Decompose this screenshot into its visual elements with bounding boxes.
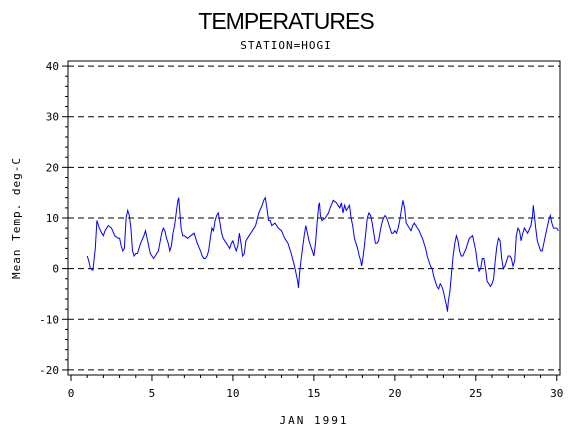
y-tick-label: 10 xyxy=(46,212,59,225)
series-layer xyxy=(86,196,559,312)
x-tick-label: 0 xyxy=(68,387,75,400)
x-tick-label: 30 xyxy=(550,387,563,400)
chart-title: TEMPERATURES xyxy=(198,8,374,34)
y-tick-label: 20 xyxy=(46,161,59,174)
grid-lines xyxy=(68,65,560,371)
chart-subtitle: STATION=HOGI xyxy=(240,39,331,52)
y-tick-label: -20 xyxy=(39,364,59,377)
x-tick-label: 15 xyxy=(307,387,320,400)
y-axis: -20 -10 0 10 20 30 40 xyxy=(39,60,68,377)
y-axis-label: Mean Temp. deg-C xyxy=(10,157,23,279)
y-tick-label: 40 xyxy=(46,60,59,73)
x-tick-label: 25 xyxy=(469,387,482,400)
x-tick-label: 10 xyxy=(226,387,239,400)
x-tick-label: 5 xyxy=(149,387,156,400)
y-tick-label: -10 xyxy=(39,313,59,326)
x-axis-label: JAN 1991 xyxy=(280,414,349,427)
y-tick-label: 30 xyxy=(46,111,59,124)
y-tick-label: 0 xyxy=(52,263,59,276)
x-axis: 0 5 10 15 20 25 30 xyxy=(68,375,563,400)
series-line xyxy=(86,196,559,312)
x-tick-label: 20 xyxy=(388,387,401,400)
